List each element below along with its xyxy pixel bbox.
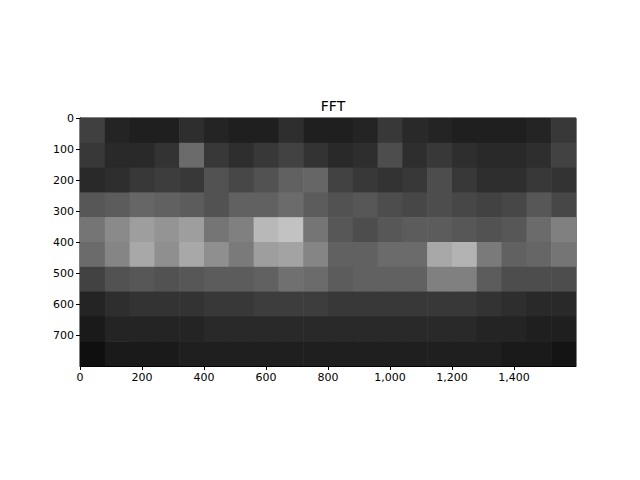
svg-text:100: 100 [53, 143, 74, 156]
svg-text:200: 200 [53, 174, 74, 187]
svg-text:400: 400 [194, 371, 215, 384]
svg-text:FFT: FFT [321, 98, 346, 114]
svg-text:700: 700 [53, 329, 74, 342]
svg-text:800: 800 [318, 371, 339, 384]
svg-text:1,200: 1,200 [436, 371, 468, 384]
svg-text:300: 300 [53, 205, 74, 218]
svg-text:1,400: 1,400 [498, 371, 530, 384]
svg-text:600: 600 [53, 298, 74, 311]
svg-text:1,000: 1,000 [374, 371, 406, 384]
svg-text:500: 500 [53, 267, 74, 280]
svg-text:0: 0 [77, 371, 84, 384]
svg-text:400: 400 [53, 236, 74, 249]
svg-text:0: 0 [67, 112, 74, 125]
svg-text:200: 200 [132, 371, 153, 384]
svg-text:600: 600 [256, 371, 277, 384]
